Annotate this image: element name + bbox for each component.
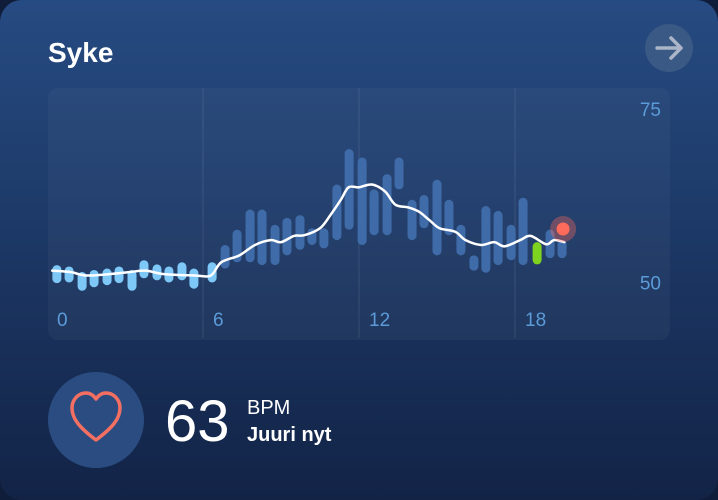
range-bar (220, 244, 230, 269)
range-bar (493, 210, 503, 266)
range-bar (245, 209, 255, 263)
range-bar (89, 269, 99, 288)
range-bar (189, 268, 199, 289)
range-bar (282, 217, 292, 256)
range-bar (369, 189, 379, 236)
reading-time: Juuri nyt (247, 424, 332, 446)
current-point (556, 222, 570, 236)
range-bar (127, 269, 137, 291)
range-bar (102, 268, 112, 286)
range-bar (481, 206, 491, 273)
x-tick-label: 6 (213, 310, 224, 331)
x-tick-label: 0 (57, 310, 68, 331)
open-button[interactable] (645, 24, 693, 72)
range-bar (432, 179, 442, 256)
range-bar (394, 157, 404, 190)
x-tick-label: 18 (525, 310, 546, 331)
range-bar (518, 197, 528, 266)
range-bar (114, 266, 124, 284)
heart-icon-background (48, 372, 144, 468)
range-bar (52, 265, 62, 284)
range-bar (456, 224, 466, 256)
y-tick-label: 75 (640, 100, 661, 121)
range-bar (357, 157, 367, 245)
range-bar (382, 174, 392, 236)
range-bar (270, 224, 280, 266)
range-bar (444, 199, 454, 236)
range-bar (407, 199, 417, 241)
range-bar (419, 194, 429, 229)
chart: 0 6 12 18 50 75 (50, 88, 661, 338)
range-bar (257, 209, 267, 266)
range-bar (319, 228, 329, 249)
range-bar (295, 215, 305, 250)
range-bar (64, 266, 74, 283)
range-bar (344, 149, 354, 230)
average-line (50, 183, 566, 278)
bpm-unit: BPM (247, 397, 290, 419)
range-bar (207, 262, 217, 283)
y-tick-label: 50 (640, 273, 661, 294)
range-bar (532, 242, 542, 265)
range-bar (469, 255, 479, 271)
x-tick-label: 12 (369, 310, 390, 331)
card-title: Syke (48, 37, 113, 68)
range-bar (77, 272, 87, 291)
heart-icon (70, 391, 122, 442)
range-bar (332, 184, 342, 241)
bpm-value: 63 (165, 389, 230, 454)
range-bar (139, 260, 149, 279)
range-bar (557, 240, 567, 259)
range-bar (506, 224, 516, 261)
range-bar (177, 262, 187, 281)
